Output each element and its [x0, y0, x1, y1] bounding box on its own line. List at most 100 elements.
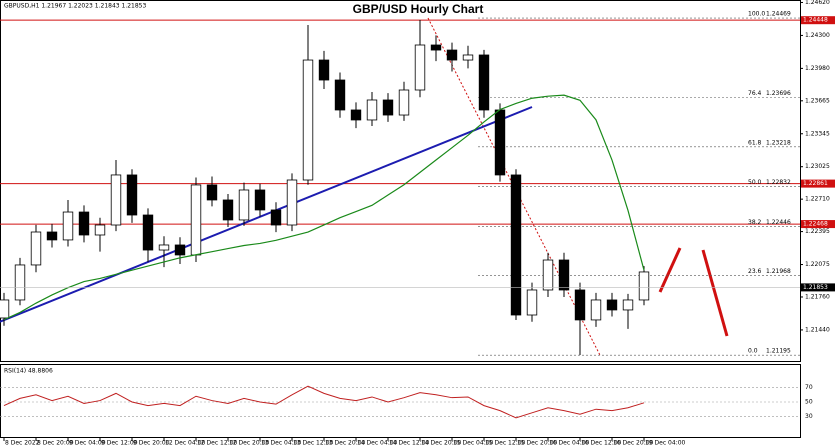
- main-frame: [0, 0, 801, 362]
- y-tick-label: 1.21440: [805, 326, 830, 333]
- candle-body: [270, 209, 282, 226]
- candle-body: [590, 299, 602, 321]
- candle-body: [158, 244, 170, 251]
- level-label: 1.22468: [803, 221, 828, 228]
- fib-level-name: 0.0: [748, 348, 758, 355]
- y-tick-label: 1.23345: [805, 130, 830, 137]
- y-tick-label: 1.23025: [805, 163, 830, 170]
- rsi-tick-label: 50: [805, 399, 813, 406]
- x-tick-label: 13 Dec 20:00: [325, 440, 366, 447]
- candle-body: [542, 259, 554, 291]
- fib-price: 1.21195: [766, 348, 791, 355]
- candle-body: [318, 59, 330, 81]
- candle-body: [430, 44, 442, 51]
- candle-body: [494, 109, 506, 176]
- candle-body: [398, 89, 410, 116]
- trendline: [0, 106, 533, 323]
- candle-body: [622, 299, 634, 311]
- candle-body: [110, 174, 122, 226]
- x-tick-label: 15 Dec 04:00: [453, 440, 494, 447]
- x-tick-label: 12 Dec 12:00: [197, 440, 238, 447]
- fib-level-name: 76.4: [748, 90, 762, 97]
- candle-body: [126, 174, 138, 216]
- candle-body: [14, 264, 26, 301]
- candle-body: [382, 99, 394, 116]
- candle-body: [574, 289, 586, 321]
- candle-body: [366, 99, 378, 121]
- fib-price: 1.22446: [766, 219, 791, 226]
- level-box: [801, 179, 835, 188]
- y-tick-label: 1.22395: [805, 228, 830, 235]
- y-tick-label: 1.23980: [805, 65, 830, 72]
- candle-body: [414, 44, 426, 91]
- candle-body: [510, 174, 522, 316]
- candle-body: [62, 211, 74, 241]
- candle-body: [222, 199, 234, 221]
- x-tick-label: 16 Dec 12:00: [581, 440, 622, 447]
- candle-body: [350, 109, 362, 121]
- fib-price: 1.21968: [766, 268, 791, 275]
- candle-body: [254, 189, 266, 211]
- rsi-label: RSI(14) 48.8806: [4, 368, 53, 375]
- level-label: 1.22861: [803, 180, 828, 187]
- rsi-tick-label: 70: [805, 384, 813, 391]
- moving-average: [3, 94, 645, 321]
- y-tick-label: 1.22075: [805, 261, 830, 268]
- candle-body: [94, 224, 106, 236]
- x-tick-label: 12 Dec 04:00: [165, 440, 206, 447]
- rsi-line: [3, 385, 645, 419]
- fib-level-name: 61.8: [748, 139, 762, 146]
- fib-level-name: 100.0: [748, 11, 765, 18]
- current-price-box: [801, 283, 835, 292]
- candle-body: [238, 189, 250, 221]
- y-tick-label: 1.24620: [805, 0, 830, 6]
- x-tick-label: 14 Dec 04:00: [357, 440, 398, 447]
- x-tick-label: 13 Dec 12:00: [293, 440, 334, 447]
- y-tick-label: 1.24300: [805, 32, 830, 39]
- y-tick-label: 1.21760: [805, 293, 830, 300]
- x-tick-label: 14 Dec 20:00: [421, 440, 462, 447]
- x-tick-label: 19 Dec 04:00: [645, 440, 686, 447]
- x-tick-label: 16 Dec 04:00: [549, 440, 590, 447]
- x-tick-label: 9 Dec 20:00: [133, 440, 170, 447]
- candle-body: [206, 184, 218, 201]
- x-tick-label: 9 Dec 12:00: [101, 440, 138, 447]
- y-tick-label: 1.23665: [805, 97, 830, 104]
- x-tick-label: 8 Dec 2022: [5, 440, 40, 447]
- candle-body: [142, 214, 154, 251]
- fib-level-name: 50.0: [748, 179, 762, 186]
- candle-body: [30, 231, 42, 266]
- candle-body: [638, 271, 650, 301]
- fib-level-name: 23.6: [748, 268, 762, 275]
- fib-price: 1.22832: [766, 179, 791, 186]
- candle-body: [0, 299, 10, 319]
- level-box: [801, 220, 835, 229]
- current-price-label: 1.21853: [803, 284, 828, 291]
- x-tick-label: 12 Dec 20:00: [229, 440, 270, 447]
- candle-body: [334, 79, 346, 111]
- x-tick-label: 14 Dec 12:00: [389, 440, 430, 447]
- rsi-tick-label: 30: [805, 413, 813, 420]
- chart-title: GBP/USD Hourly Chart: [353, 2, 484, 16]
- fib-level-name: 38.2: [748, 219, 762, 226]
- y-tick-label: 1.22710: [805, 196, 830, 203]
- x-tick-label: 16 Dec 20:00: [613, 440, 654, 447]
- x-tick-label: 13 Dec 04:00: [261, 440, 302, 447]
- candle-body: [558, 259, 570, 291]
- arrow-down: [701, 249, 729, 337]
- candle-body: [606, 299, 618, 311]
- header: GBPUSD,H1 1.21967 1.22023 1.21843 1.2185…: [4, 3, 146, 10]
- candle-body: [462, 54, 474, 61]
- fib-price: 1.23696: [766, 90, 791, 97]
- level-label: 1.24448: [803, 17, 828, 24]
- candle-body: [478, 54, 490, 111]
- candle-body: [174, 244, 186, 256]
- arrow-up: [658, 247, 682, 293]
- level-box: [801, 16, 835, 25]
- candle-body: [46, 231, 58, 241]
- x-tick-label: 15 Dec 12:00: [485, 440, 526, 447]
- rsi-frame: [0, 364, 801, 438]
- fib-price: 1.24469: [766, 11, 791, 18]
- fib-price: 1.23218: [766, 139, 791, 146]
